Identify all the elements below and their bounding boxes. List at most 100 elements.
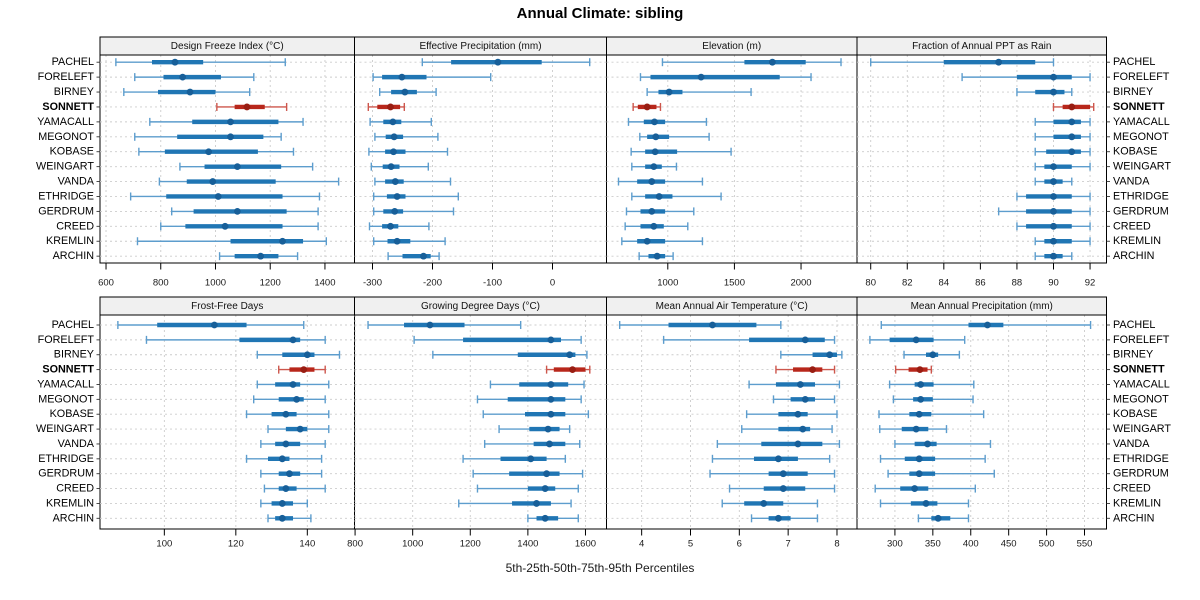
axis-tick-label: 300 bbox=[887, 539, 903, 550]
median-dot bbox=[387, 103, 394, 111]
axis-tick-label: 1000 bbox=[205, 278, 226, 289]
median-dot bbox=[1050, 88, 1057, 96]
station-label-left: VANDA bbox=[58, 176, 95, 188]
median-dot bbox=[171, 58, 179, 66]
median-dot bbox=[796, 381, 804, 388]
axis-tick-label: 6 bbox=[737, 539, 742, 550]
median-dot bbox=[655, 193, 663, 200]
median-dot bbox=[1050, 73, 1057, 81]
axis-tick-label: 1200 bbox=[460, 539, 481, 550]
station-label-left: SONNETT bbox=[42, 101, 94, 113]
median-dot bbox=[543, 470, 550, 478]
axis-tick-label: 1400 bbox=[517, 539, 538, 550]
median-dot bbox=[912, 425, 920, 433]
median-dot bbox=[541, 514, 549, 522]
median-dot bbox=[697, 73, 705, 81]
median-dot bbox=[233, 163, 241, 171]
axis-tick-label: 450 bbox=[1001, 539, 1017, 550]
median-dot bbox=[1068, 103, 1076, 111]
panel-strip-title: Elevation (m) bbox=[702, 41, 761, 52]
axis-tick-label: 120 bbox=[228, 539, 244, 550]
station-label-right: CREED bbox=[1113, 483, 1151, 495]
axis-tick-label: 90 bbox=[1048, 278, 1059, 289]
axis-tick-label: 86 bbox=[975, 278, 986, 289]
median-dot bbox=[809, 366, 816, 374]
median-dot bbox=[494, 58, 502, 66]
median-dot bbox=[934, 514, 942, 522]
station-label-left: WEINGART bbox=[36, 423, 94, 435]
median-dot bbox=[426, 321, 434, 329]
median-dot bbox=[911, 485, 919, 492]
station-label-left: KREMLIN bbox=[46, 497, 94, 509]
median-dot bbox=[278, 514, 286, 522]
station-label-left: KREMLIN bbox=[46, 235, 94, 247]
median-dot bbox=[544, 425, 552, 433]
axis-tick-label: 550 bbox=[1077, 539, 1093, 550]
median-dot bbox=[546, 440, 553, 448]
median-dot bbox=[300, 366, 308, 374]
station-label-left: WEINGART bbox=[36, 161, 94, 173]
station-label-right: YAMACALL bbox=[1113, 378, 1170, 390]
median-dot bbox=[774, 514, 782, 522]
panel-strip bbox=[856, 296, 1107, 316]
median-dot bbox=[1050, 178, 1057, 185]
station-label-right: KOBASE bbox=[1113, 408, 1157, 420]
median-dot bbox=[391, 208, 399, 215]
panel-strip bbox=[856, 36, 1107, 56]
station-label-left: SONNETT bbox=[42, 364, 94, 376]
station-label-right: PACHEL bbox=[1113, 319, 1155, 331]
panel-strip-title: Design Freeze Index (°C) bbox=[171, 41, 284, 52]
median-dot bbox=[209, 178, 217, 185]
median-dot bbox=[1050, 208, 1057, 215]
median-dot bbox=[915, 470, 923, 478]
median-dot bbox=[282, 440, 290, 448]
median-dot bbox=[1050, 163, 1057, 171]
axis-tick-label: 1000 bbox=[657, 278, 678, 289]
median-dot bbox=[1068, 133, 1076, 141]
axis-tick-label: 140 bbox=[299, 539, 315, 550]
station-label-left: CREED bbox=[56, 483, 94, 495]
median-dot bbox=[179, 73, 187, 81]
station-label-left: PACHEL bbox=[52, 319, 94, 331]
panel-area bbox=[99, 54, 355, 264]
station-label-right: FORELEFT bbox=[1113, 334, 1170, 346]
station-label-right: VANDA bbox=[1113, 176, 1150, 188]
median-dot bbox=[801, 336, 809, 344]
axis-tick-label: 82 bbox=[902, 278, 913, 289]
station-label-left: GERDRUM bbox=[38, 468, 94, 480]
station-label-left: KOBASE bbox=[50, 408, 94, 420]
median-dot bbox=[278, 500, 286, 507]
median-dot bbox=[390, 148, 397, 156]
median-dot bbox=[205, 148, 213, 156]
median-dot bbox=[286, 470, 293, 478]
median-dot bbox=[768, 58, 776, 66]
median-dot bbox=[533, 500, 540, 507]
median-dot bbox=[774, 455, 782, 463]
median-dot bbox=[995, 58, 1003, 66]
median-dot bbox=[221, 222, 229, 230]
median-dot bbox=[650, 222, 658, 230]
median-dot bbox=[389, 118, 397, 126]
axis-tick-label: -200 bbox=[423, 278, 442, 289]
station-label-left: MEGONOT bbox=[38, 393, 94, 405]
station-label-right: KREMLIN bbox=[1113, 497, 1161, 509]
median-dot bbox=[648, 178, 656, 185]
median-dot bbox=[547, 410, 555, 418]
axis-tick-label: 4 bbox=[639, 539, 644, 550]
median-dot bbox=[760, 500, 768, 507]
station-label-left: CREED bbox=[56, 220, 94, 232]
station-label-right: GERDRUM bbox=[1113, 468, 1169, 480]
median-dot bbox=[826, 351, 834, 359]
median-dot bbox=[279, 237, 286, 245]
axis-tick-label: 1400 bbox=[314, 278, 335, 289]
median-dot bbox=[799, 425, 807, 433]
median-dot bbox=[643, 103, 651, 111]
median-dot bbox=[779, 485, 787, 492]
median-dot bbox=[387, 222, 394, 230]
axis-tick-label: 100 bbox=[156, 539, 172, 550]
axis-tick-label: 7 bbox=[786, 539, 791, 550]
median-dot bbox=[643, 237, 651, 245]
median-dot bbox=[652, 133, 660, 141]
median-dot bbox=[547, 336, 555, 344]
